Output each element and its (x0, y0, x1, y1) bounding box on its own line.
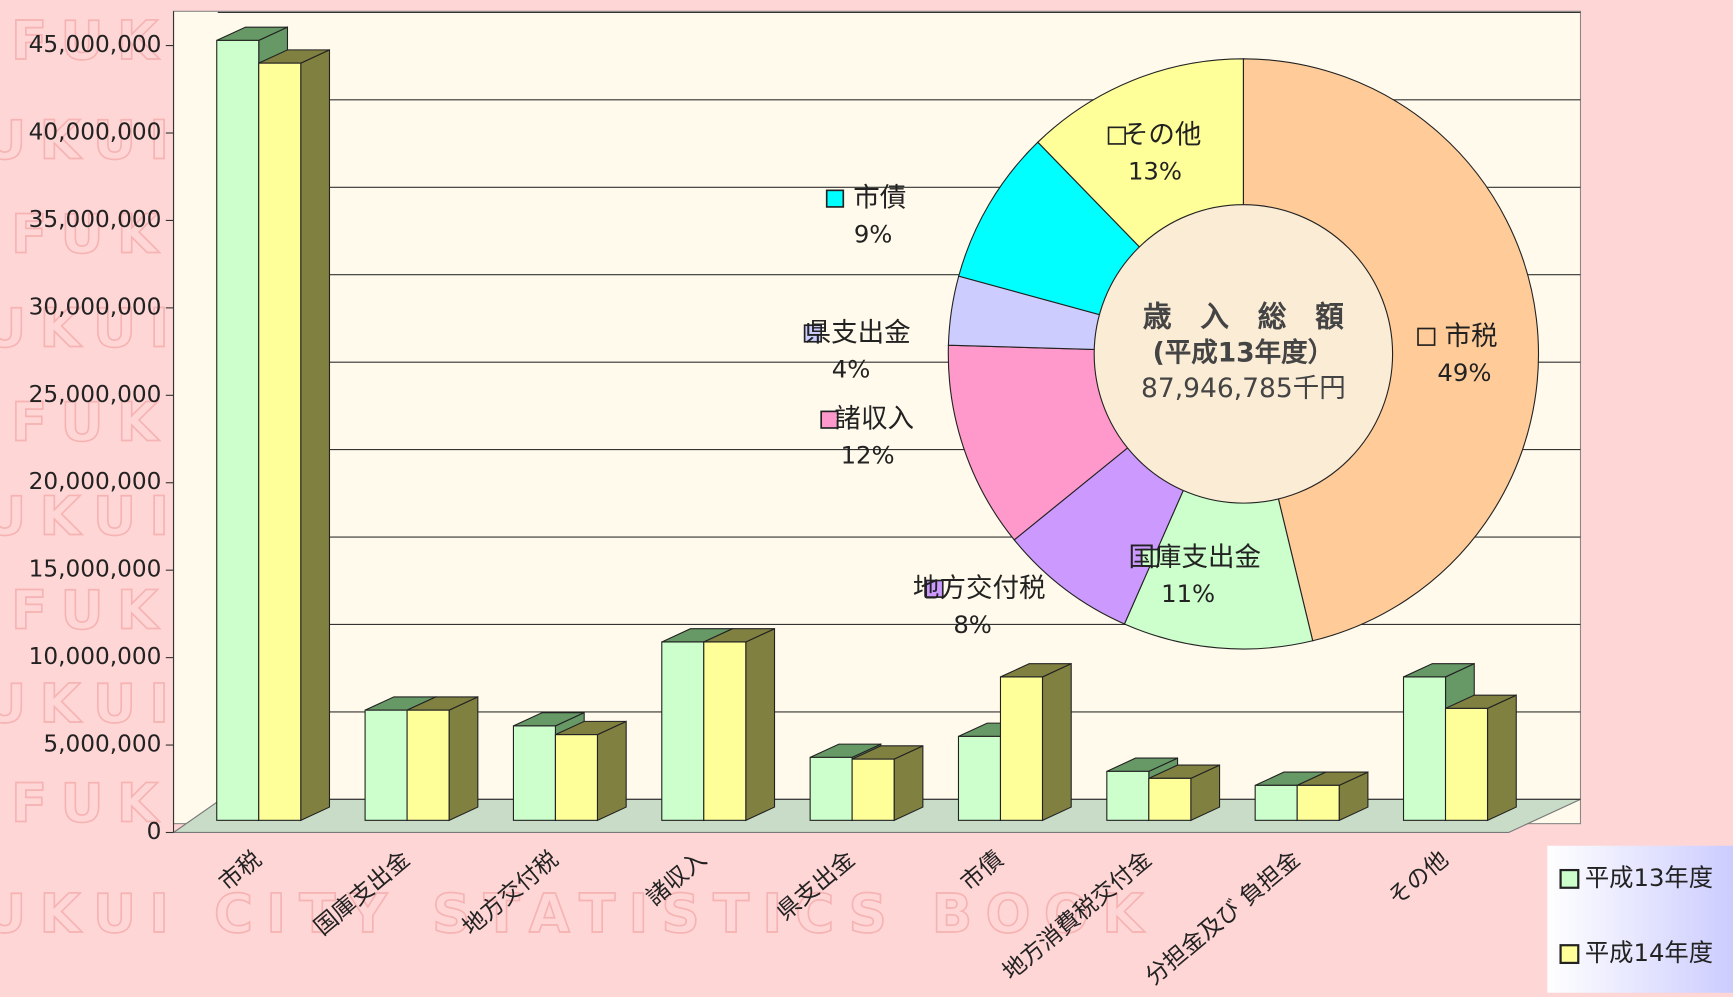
bar (851, 745, 924, 822)
legend-label: 平成14年度 (1585, 938, 1713, 967)
slice-label: 地方交付税 (913, 573, 1046, 604)
bar-front (216, 39, 260, 821)
y-tick-label: 5,000,000 (43, 731, 161, 758)
bar-side (596, 720, 627, 822)
bar-side (448, 696, 479, 822)
y-tick-label: 0 (147, 818, 162, 845)
bar-front (364, 709, 408, 821)
legend-swatch (1559, 944, 1580, 965)
bar (1296, 771, 1369, 822)
donut-center-label: 87,946,785千円 (1141, 373, 1346, 404)
bar-side (745, 627, 776, 822)
bar-front (1402, 676, 1447, 821)
slice-label: 県支出金 (805, 318, 911, 349)
bar (554, 720, 627, 822)
bar-front (1254, 784, 1298, 821)
slice-value-label: 4% (832, 355, 871, 384)
donut-center-label: 歳 入 総 額 (1143, 300, 1344, 334)
bar-front (512, 725, 556, 821)
bar-front (999, 676, 1044, 821)
bar-front (1106, 770, 1150, 821)
slice-value-label: 49% (1437, 358, 1491, 387)
label-swatch (820, 410, 839, 429)
label-swatch (803, 324, 823, 343)
slice-label: その他 (1122, 120, 1202, 151)
label-swatch (825, 189, 845, 208)
y-tick-label: 25,000,000 (29, 381, 162, 408)
y-tick-label: 20,000,000 (29, 468, 162, 495)
bar (258, 49, 331, 822)
slice-value-label: 9% (854, 220, 893, 249)
bar (703, 627, 776, 822)
y-tick-label: 15,000,000 (29, 556, 162, 583)
slice-label: 市税 (1445, 321, 1498, 352)
slice-label: 国庫支出金 (1128, 542, 1261, 573)
bar-front (554, 734, 598, 821)
donut-hole (1093, 204, 1394, 504)
y-tick-label: 30,000,000 (29, 293, 162, 320)
bar-front (258, 62, 302, 821)
slice-label: 諸収入 (834, 404, 914, 435)
bar-front (957, 735, 1002, 821)
bar (1148, 764, 1221, 822)
bar-front (809, 756, 853, 821)
bar-side (1486, 694, 1517, 822)
slice-value-label: 12% (841, 441, 895, 470)
bar-front (1444, 707, 1489, 821)
y-tick-label: 35,000,000 (29, 206, 162, 233)
bar-front (703, 641, 747, 821)
bar-front (1148, 777, 1192, 821)
bar-side (300, 49, 331, 822)
label-swatch (1140, 548, 1160, 567)
label-swatch (925, 579, 944, 598)
donut-center-label: (平成13年度） (1153, 337, 1335, 368)
slice-value-label: 11% (1161, 579, 1215, 608)
slice-value-label: 8% (953, 610, 992, 639)
bar-front (406, 709, 450, 821)
label-swatch (1417, 327, 1436, 346)
bar-side (1041, 662, 1072, 822)
y-tick-label: 40,000,000 (29, 119, 162, 146)
label-swatch (1107, 126, 1126, 145)
y-tick-label: 10,000,000 (29, 643, 162, 670)
slice-value-label: 13% (1128, 157, 1182, 186)
bar (406, 696, 479, 822)
bar (999, 662, 1072, 822)
watermark: FUKUI CITY STATISTICS BOOK (0, 883, 1157, 945)
bar-front (851, 758, 895, 821)
bar-front (661, 641, 705, 821)
y-tick-label: 45,000,000 (29, 31, 162, 58)
legend-swatch (1559, 868, 1580, 889)
bar-front (1296, 784, 1340, 821)
legend-label: 平成13年度 (1585, 863, 1713, 892)
slice-label: 市債 (853, 183, 906, 214)
bar (1444, 694, 1517, 822)
